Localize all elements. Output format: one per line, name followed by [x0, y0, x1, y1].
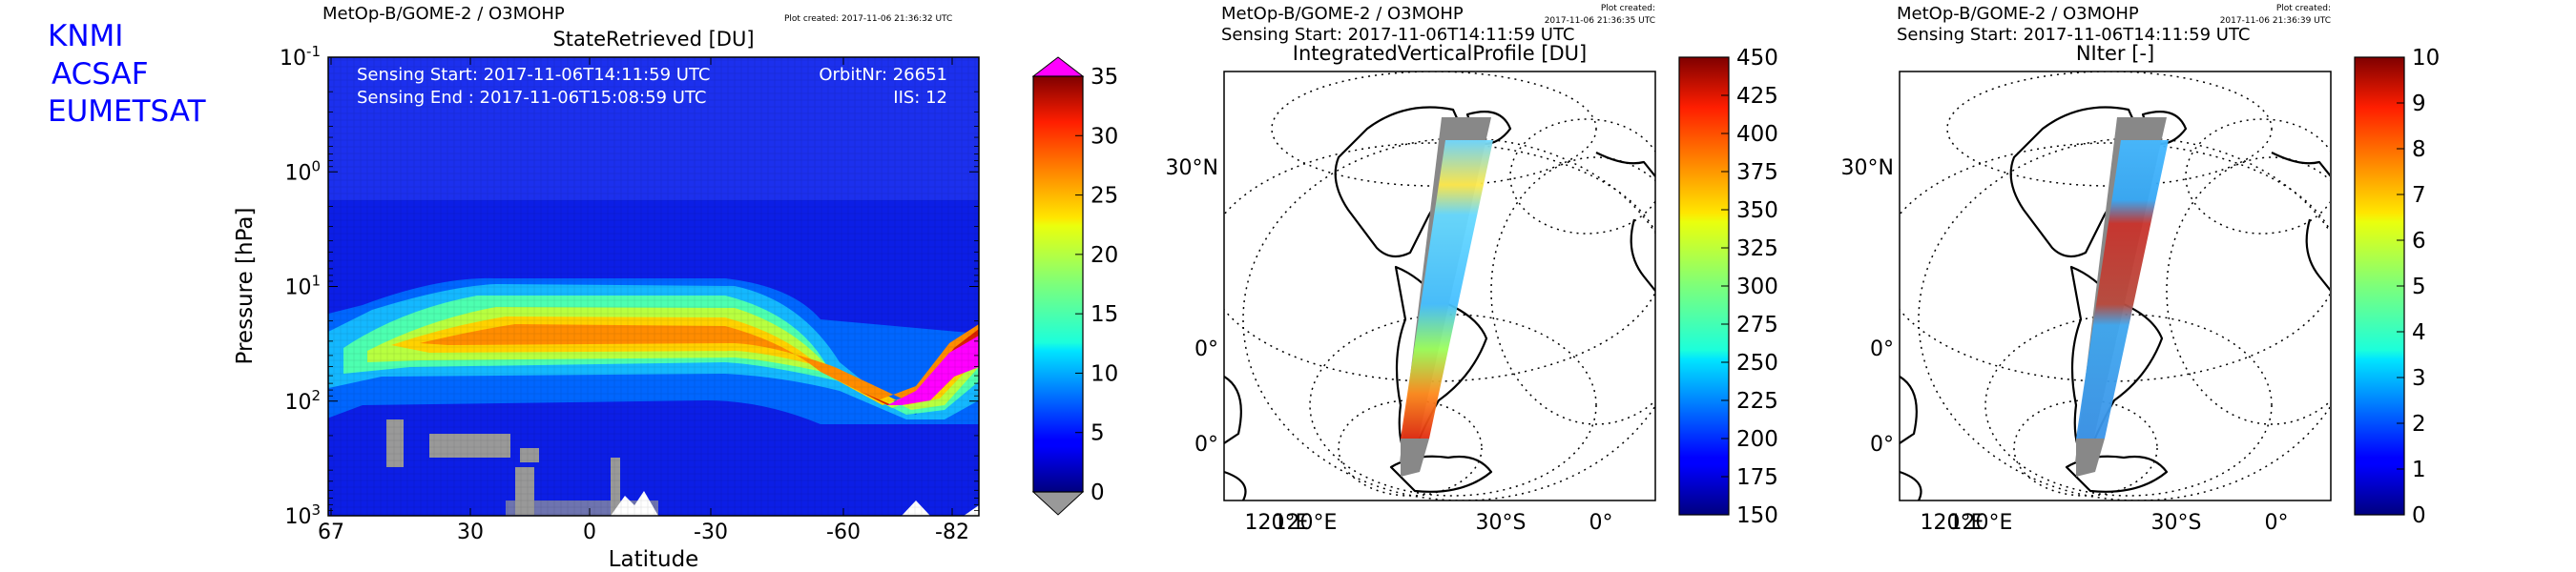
colorbar-1-extend-max [1031, 56, 1085, 77]
colorbar-tick-label: 7 [2412, 183, 2426, 208]
map-lon-label: 120°E [1245, 511, 1309, 535]
figure-niter: MetOp-B/GOME-2 / O3MOHP Plot created: 20… [1841, 4, 2441, 535]
colorbar-tick-label: 3 [2412, 366, 2426, 391]
map-lat-label: 30°N [1166, 156, 1218, 180]
figure1-header: MetOp-B/GOME-2 / O3MOHP [322, 4, 565, 24]
colorbar-tick-label: 2 [2412, 412, 2426, 437]
map-lon-label: 0° [2265, 511, 2289, 535]
colorbar-tick-label: 150 [1736, 503, 1778, 528]
figure2-header: MetOp-B/GOME-2 / O3MOHP [1221, 4, 1464, 24]
logo-knmi: KNMI [48, 19, 123, 53]
colorbar-tick-label: 5 [2412, 275, 2426, 299]
heatmap-x-tick-label: 30 [457, 521, 484, 544]
sensing-end-label: Sensing End : 2017-11-06T15:08:59 UTC [357, 88, 706, 108]
figure3-title: NIter [-] [2076, 42, 2154, 65]
colorbar-tick-label: 0 [1091, 480, 1105, 505]
satellite-swath [1401, 140, 1493, 439]
colorbar-tick-label: 325 [1736, 236, 1778, 261]
figure3-plot-created-line2: 2017-11-06 21:36:39 UTC [2220, 16, 2331, 26]
colorbar-tick-label: 6 [2412, 229, 2426, 254]
colorbar-tick-label: 5 [1091, 421, 1105, 446]
colorbar-tick-label: 300 [1736, 275, 1778, 299]
colorbar-tick-label: 35 [1091, 65, 1118, 90]
heatmap-y-label: Pressure [hPa] [233, 208, 258, 365]
colorbar-tick-label: 0 [2412, 503, 2426, 528]
heatmap-y-tick-label: 10-1 [280, 43, 321, 71]
heatmap-axes: 67 30 0 -30 -60 -82 10-1 100 101 102 103 [280, 43, 979, 544]
colorbar-tick-label: 10 [1091, 361, 1118, 386]
colorbar-tick-label: 200 [1736, 427, 1778, 452]
colorbar-tick-label: 20 [1091, 243, 1118, 268]
colorbar-tick-label: 350 [1736, 198, 1778, 223]
colorbar-tick-label: 15 [1091, 302, 1118, 327]
iis-label: IIS: 12 [893, 88, 947, 108]
colorbar-tick-label: 10 [2412, 46, 2440, 71]
colorbar-1: 35 30 25 20 15 10 5 0 [1031, 56, 1118, 516]
orbit-number-label: OrbitNr: 26651 [819, 65, 947, 85]
colorbar-tick-label: 375 [1736, 160, 1778, 185]
colorbar-tick-label: 30 [1091, 124, 1118, 149]
map-lon-label: 30°S [1476, 511, 1527, 535]
figure-integrated-profile: MetOp-B/GOME-2 / O3MOHP Plot created: 20… [1166, 4, 1778, 535]
heatmap-y-tick-label: 101 [284, 273, 321, 300]
figure1-title: StateRetrieved [DU] [552, 28, 754, 51]
map-lon-label: 0° [1589, 511, 1613, 535]
heatmap-x-label: Latitude [609, 547, 699, 572]
colorbar-tick-label: 175 [1736, 465, 1778, 490]
satellite-swath [2076, 140, 2169, 439]
heatmap-y-tick-label: 102 [284, 387, 321, 415]
map-lat-label: 0° [1870, 337, 1894, 361]
colorbar-tick-label: 4 [2412, 320, 2426, 345]
colorbar-tick-label: 1 [2412, 458, 2426, 482]
colorbar-2: 450 425 400 375 350 325 300 275 250 225 200 175 150 [1678, 46, 1778, 528]
heatmap-y-tick-label: 103 [284, 501, 321, 529]
colorbar-1-extend-min [1031, 491, 1085, 516]
colorbar-tick-label: 8 [2412, 137, 2426, 162]
heatmap-x-tick-label: -82 [935, 521, 969, 544]
colorbar-tick-label: 425 [1736, 84, 1778, 109]
sensing-start-label: Sensing Start: 2017-11-06T14:11:59 UTC [357, 65, 710, 85]
colorbar-1-gradient [1033, 76, 1083, 492]
colorbar-tick-label: 225 [1736, 389, 1778, 414]
colorbar-tick-label: 275 [1736, 313, 1778, 337]
colorbar-tick-label: 9 [2412, 92, 2426, 116]
heatmap-x-tick-label: 0 [583, 521, 596, 544]
colorbar-tick-label: 250 [1736, 351, 1778, 376]
figure2-sensing: Sensing Start: 2017-11-06T14:11:59 UTC [1221, 25, 1574, 45]
heatmap-x-tick-label: -30 [694, 521, 728, 544]
map-lon-label: 30°S [2151, 511, 2202, 535]
map-lon-label: 120°E [1921, 511, 1984, 535]
logo: KNMI ACSAF EUMETSAT [48, 19, 207, 129]
figure3-plot-created-line1: Plot created: [2276, 4, 2331, 13]
map-lat-label: 0° [1195, 433, 1218, 457]
heatmap-x-tick-label: -60 [826, 521, 861, 544]
figure3-sensing: Sensing Start: 2017-11-06T14:11:59 UTC [1897, 25, 2250, 45]
logo-acsaf: ACSAF [52, 57, 149, 92]
heatmap-x-tick-label: 67 [318, 521, 344, 544]
colorbar-tick-label: 400 [1736, 122, 1778, 147]
heatmap-field [328, 57, 979, 516]
figure-state-retrieved: MetOp-B/GOME-2 / O3MOHP Plot created: 20… [233, 4, 1118, 572]
figure2-plot-created-line1: Plot created: [1601, 4, 1655, 13]
colorbar-tick-label: 450 [1736, 46, 1778, 71]
map-lon-label: 120°E [1949, 511, 2013, 535]
map-lon-label: 120°E [1274, 511, 1338, 535]
map-lat-label: 0° [1195, 337, 1218, 361]
heatmap-y-tick-label: 100 [284, 157, 321, 185]
logo-eumetsat: EUMETSAT [48, 94, 207, 129]
colorbar-tick-label: 25 [1091, 184, 1118, 209]
map-lat-label: 30°N [1841, 156, 1894, 180]
heatmap-info-box: Sensing Start: 2017-11-06T14:11:59 UTC S… [357, 65, 947, 108]
figure3-header: MetOp-B/GOME-2 / O3MOHP [1897, 4, 2139, 24]
figure2-title: IntegratedVerticalProfile [DU] [1293, 42, 1587, 65]
figure1-plot-created: Plot created: 2017-11-06 21:36:32 UTC [784, 14, 952, 24]
map-lat-label: 0° [1870, 433, 1894, 457]
figure2-plot-created-line2: 2017-11-06 21:36:35 UTC [1545, 16, 1655, 26]
